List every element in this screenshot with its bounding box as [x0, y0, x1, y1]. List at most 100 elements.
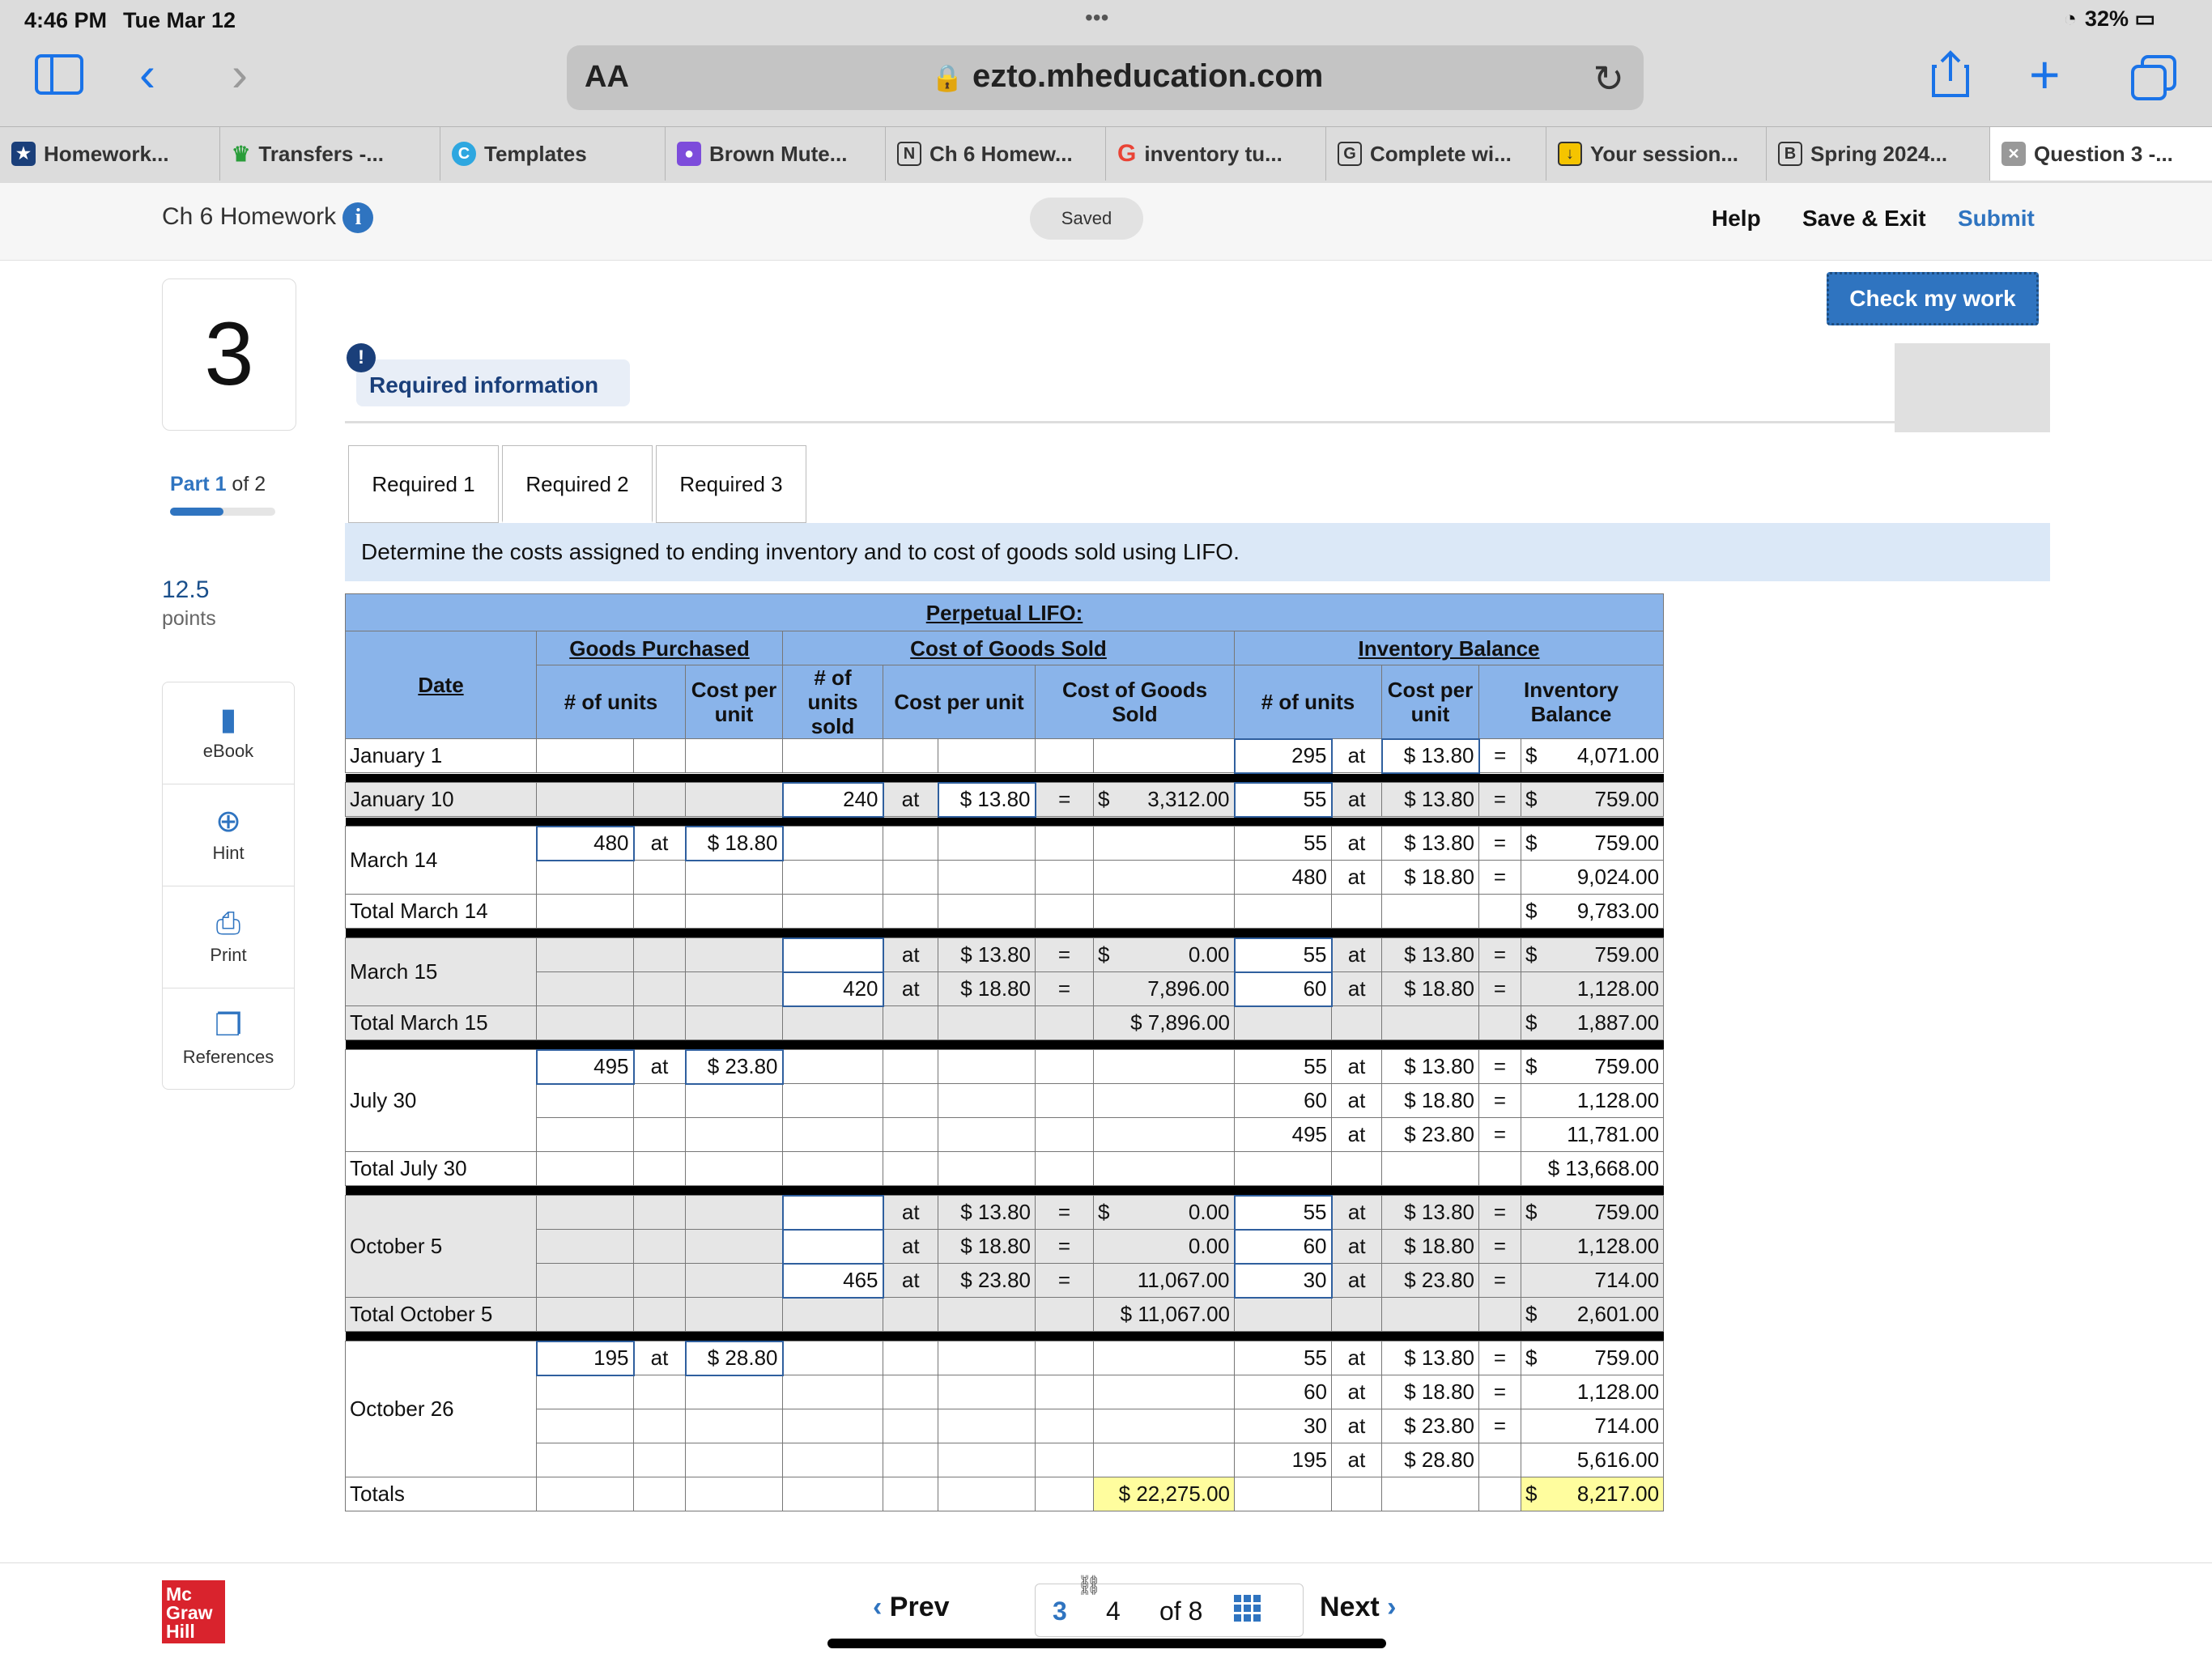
- cell[interactable]: [938, 1083, 1036, 1118]
- tab-ch6-homework[interactable]: N Ch 6 Homew...: [886, 127, 1106, 181]
- balance-units-input[interactable]: 55: [1233, 1194, 1333, 1231]
- cell[interactable]: [536, 1151, 634, 1186]
- cell[interactable]: [685, 971, 783, 1006]
- cell[interactable]: [1093, 1083, 1235, 1118]
- purchased-units-input[interactable]: 495: [535, 1048, 635, 1085]
- purchased-units-input[interactable]: 195: [535, 1340, 635, 1376]
- forward-icon[interactable]: ›: [232, 47, 248, 101]
- save-exit-link[interactable]: Save & Exit: [1802, 206, 1926, 231]
- cell[interactable]: [1381, 1151, 1479, 1186]
- cell[interactable]: [536, 1117, 634, 1152]
- cell[interactable]: [782, 1151, 883, 1186]
- cell[interactable]: [685, 894, 783, 929]
- cell[interactable]: [1093, 1341, 1235, 1375]
- cell[interactable]: [1093, 894, 1235, 929]
- cell[interactable]: [782, 1117, 883, 1152]
- url-text[interactable]: 🔒 ezto.mheducation.com: [931, 58, 1324, 94]
- balance-units-input[interactable]: 295: [1233, 738, 1333, 774]
- cell[interactable]: [1093, 1117, 1235, 1152]
- units-sold-input[interactable]: [781, 937, 884, 973]
- current-page[interactable]: 3: [1053, 1596, 1067, 1626]
- cell[interactable]: [536, 738, 634, 773]
- cell[interactable]: [938, 1341, 1036, 1375]
- tab-complete[interactable]: G Complete wi...: [1326, 127, 1546, 181]
- cell[interactable]: [938, 826, 1036, 861]
- units-sold-input[interactable]: 465: [781, 1262, 884, 1299]
- balance-units-input[interactable]: 55: [1233, 781, 1333, 818]
- cell[interactable]: [685, 1409, 783, 1443]
- cell[interactable]: [782, 738, 883, 773]
- close-tab-icon[interactable]: ✕: [2001, 142, 2026, 166]
- tab-required-3[interactable]: Required 3: [656, 445, 806, 523]
- tab-transfers[interactable]: ♛ Transfers -...: [220, 127, 440, 181]
- cell[interactable]: [782, 1083, 883, 1118]
- cell[interactable]: [685, 1151, 783, 1186]
- cell[interactable]: [536, 1477, 634, 1511]
- cell[interactable]: [782, 1409, 883, 1443]
- purchased-units-input[interactable]: 480: [535, 825, 635, 861]
- reader-settings-button[interactable]: AA: [585, 60, 629, 94]
- cell[interactable]: [685, 1005, 783, 1040]
- cell[interactable]: [1381, 1477, 1479, 1511]
- cell[interactable]: [1093, 826, 1235, 861]
- ebook-button[interactable]: ▮ eBook: [163, 682, 294, 784]
- cell[interactable]: [536, 1443, 634, 1477]
- cell[interactable]: [1093, 1151, 1235, 1186]
- submit-link[interactable]: Submit: [1958, 206, 2035, 231]
- new-tab-icon[interactable]: +: [2029, 45, 2061, 104]
- cell[interactable]: [536, 1005, 634, 1040]
- cell[interactable]: [536, 1263, 634, 1298]
- check-my-work-button[interactable]: Check my work: [1827, 272, 2039, 325]
- cell[interactable]: [685, 1375, 783, 1409]
- cell[interactable]: [685, 1443, 783, 1477]
- cell[interactable]: [938, 738, 1036, 773]
- balance-units-input[interactable]: 60: [1233, 971, 1333, 1007]
- cell[interactable]: [938, 1117, 1036, 1152]
- cell[interactable]: [536, 1409, 634, 1443]
- reload-icon[interactable]: ↻: [1593, 57, 1624, 100]
- help-link[interactable]: Help: [1712, 206, 1761, 231]
- page-4-link[interactable]: 4: [1106, 1596, 1121, 1626]
- multitask-dots[interactable]: •••: [1085, 5, 1109, 30]
- cell[interactable]: [685, 1083, 783, 1118]
- tab-homework[interactable]: ★ Homework...: [0, 127, 220, 181]
- tab-your-session[interactable]: ↓ Your session...: [1546, 127, 1767, 181]
- units-sold-input[interactable]: [781, 1228, 884, 1265]
- cell[interactable]: [1093, 738, 1235, 773]
- tabs-overview-icon[interactable]: [2131, 55, 2176, 104]
- cell[interactable]: [938, 1297, 1036, 1332]
- cell[interactable]: [938, 1443, 1036, 1477]
- cell[interactable]: [685, 937, 783, 972]
- cell[interactable]: [536, 937, 634, 972]
- units-sold-input[interactable]: 420: [781, 971, 884, 1007]
- references-button[interactable]: ❐ References: [163, 988, 294, 1090]
- cell[interactable]: [1093, 1443, 1235, 1477]
- cell[interactable]: [782, 1443, 883, 1477]
- cell[interactable]: [685, 738, 783, 773]
- cell[interactable]: [685, 1117, 783, 1152]
- cell[interactable]: [1234, 1477, 1332, 1511]
- cell[interactable]: [782, 1375, 883, 1409]
- cell[interactable]: [1381, 1297, 1479, 1332]
- cell[interactable]: [536, 1195, 634, 1230]
- units-sold-input[interactable]: [781, 1194, 884, 1231]
- sold-cpu-input[interactable]: $ 13.80: [937, 781, 1036, 818]
- cell[interactable]: [536, 860, 634, 895]
- tab-templates[interactable]: C Templates: [440, 127, 666, 181]
- cell[interactable]: [1234, 1297, 1332, 1332]
- cell[interactable]: [536, 1375, 634, 1409]
- hint-button[interactable]: ⊕ Hint: [163, 784, 294, 886]
- tab-required-2[interactable]: Required 2: [502, 445, 653, 523]
- cell[interactable]: [685, 860, 783, 895]
- cell[interactable]: [938, 1477, 1036, 1511]
- balance-cpu-input[interactable]: $ 13.80: [1380, 738, 1480, 774]
- cell[interactable]: [938, 1375, 1036, 1409]
- cell[interactable]: [782, 1297, 883, 1332]
- balance-units-input[interactable]: 30: [1233, 1262, 1333, 1299]
- cell[interactable]: [536, 971, 634, 1006]
- print-button[interactable]: ⎙ Print: [163, 886, 294, 988]
- balance-units-input[interactable]: 55: [1233, 937, 1333, 973]
- sidebar-toggle-icon[interactable]: [34, 53, 84, 104]
- cell[interactable]: [685, 1229, 783, 1264]
- prev-button[interactable]: ‹ Prev: [873, 1592, 950, 1622]
